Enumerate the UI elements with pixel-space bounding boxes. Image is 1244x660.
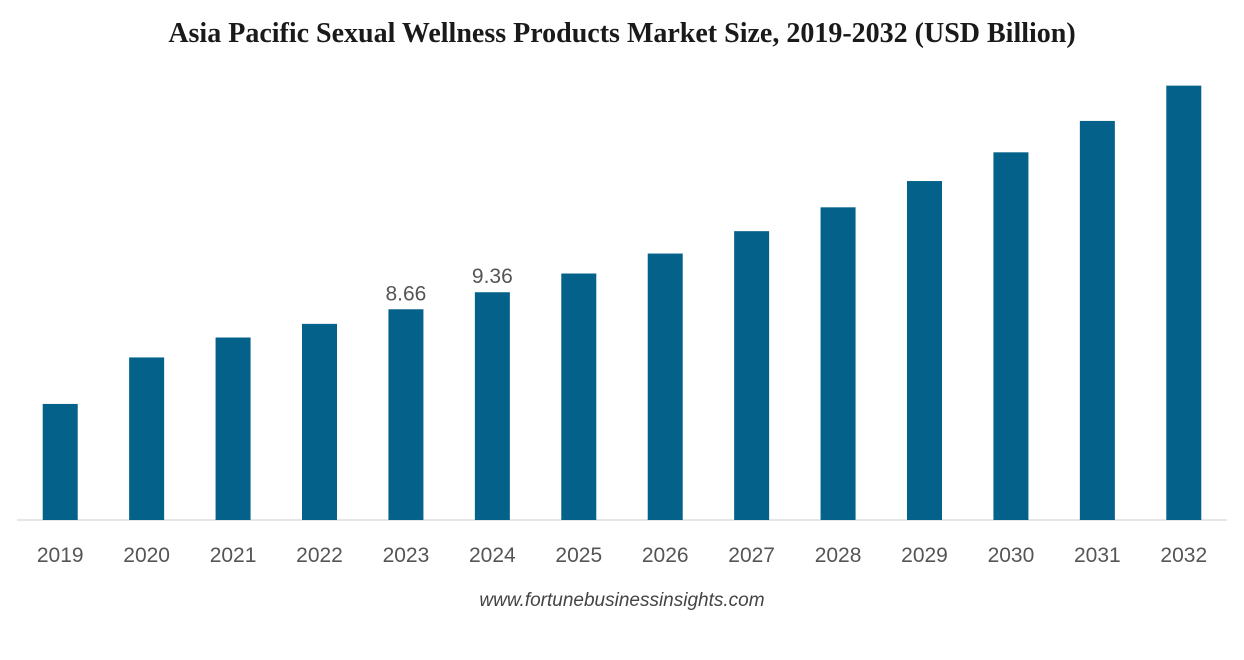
bar-2026 <box>647 253 683 521</box>
data-label-2023: 8.66 <box>385 282 426 305</box>
x-tick-label-2031: 2031 <box>1074 544 1121 567</box>
x-tick-label-2028: 2028 <box>815 544 862 567</box>
bar-2029 <box>907 181 942 521</box>
x-tick-label-2032: 2032 <box>1160 544 1207 567</box>
x-tick-label-2021: 2021 <box>210 544 257 567</box>
bar-2021 <box>215 337 251 520</box>
bar-2031 <box>1079 120 1115 521</box>
bar-2023 <box>388 309 424 520</box>
bars-group <box>42 85 1202 521</box>
x-tick-label-2026: 2026 <box>642 544 689 567</box>
bar-2019 <box>42 403 78 520</box>
x-tick-label-2030: 2030 <box>988 544 1035 567</box>
bar-2025 <box>561 273 597 520</box>
bar-2020 <box>129 357 165 520</box>
x-tick-label-2020: 2020 <box>123 544 170 567</box>
bar-2028 <box>820 207 856 520</box>
x-tick-label-2025: 2025 <box>555 544 602 567</box>
x-tick-label-2024: 2024 <box>469 544 516 567</box>
data-label-2024: 9.36 <box>472 265 513 288</box>
chart-title: Asia Pacific Sexual Wellness Products Ma… <box>168 18 1076 49</box>
source-credit: www.fortunebusinessinsights.com <box>479 590 765 611</box>
x-tick-label-2029: 2029 <box>901 544 948 567</box>
bar-2030 <box>993 152 1029 520</box>
bar-2022 <box>302 323 337 520</box>
bar-2032 <box>1166 85 1202 521</box>
x-tick-label-2027: 2027 <box>728 544 775 567</box>
data-labels-group: 8.66 9.36 <box>385 265 512 305</box>
x-tick-label-2019: 2019 <box>37 544 84 567</box>
bar-2024 <box>474 292 510 520</box>
x-tick-label-2023: 2023 <box>383 544 430 567</box>
x-tick-labels-group: 2019 2020 2021 2022 2023 2024 2025 2026 2027 2028… <box>37 544 1207 567</box>
bar-2027 <box>734 231 770 520</box>
x-tick-label-2022: 2022 <box>296 544 343 567</box>
